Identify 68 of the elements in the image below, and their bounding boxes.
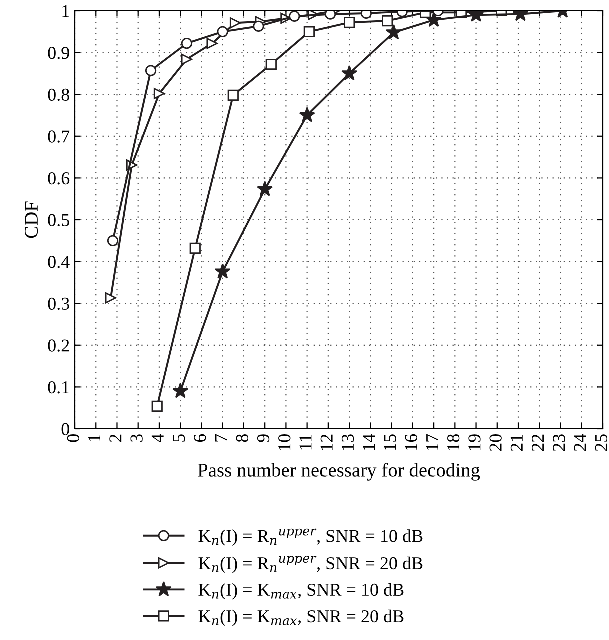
x-tick-label: 0 [67,434,80,442]
point [145,65,157,76]
y-tick-label: 0.6 [48,172,70,185]
x-tick-label: 21 [510,434,523,452]
x-tick-label: 18 [447,434,460,450]
x-tick-label: 1 [88,434,100,442]
y-tick-label: 0.7 [48,130,70,143]
point [181,38,192,50]
x-tick-label: 11 [300,434,312,450]
x-tick-label: 22 [532,434,544,452]
legend-label: K$_{n}$(I) = R$_{n}$$^{upper}$, SNR = 10 dB [198,528,423,546]
x-tick-label: 2 [110,434,122,442]
point [230,18,242,29]
y-tick-label: 0.1 [48,381,70,394]
point [152,400,163,412]
point [181,54,192,66]
x-tick-label: 23 [553,434,566,452]
x-tick-label: 6 [194,434,206,442]
x-tick-label: 19 [468,434,481,450]
point [342,65,358,81]
y-tick-label: 0.8 [48,88,70,102]
legend-label: K$_{n}$(I) = K$_{max}$, SNR = 20 dB [198,610,404,626]
point [172,383,189,398]
y-tick-label: 0.4 [48,256,70,268]
point [217,26,228,38]
x-tick-label: 17 [426,434,438,450]
x-tick-label: 9 [257,434,270,442]
point [289,11,300,22]
point [253,20,264,32]
x-tick-label: 16 [405,434,418,450]
legend-label: K$_{n}$(I) = R$_{n}$$^{upper}$, SNR = 20 dB [198,556,423,574]
point [382,15,394,27]
x-tick-label: 5 [173,434,186,442]
point [257,181,274,196]
point [228,90,239,101]
point [324,11,336,20]
point [154,88,166,100]
y-tick-label: 0.9 [48,47,70,60]
point [344,17,356,28]
x-tick-label: 24 [574,434,586,452]
point [299,107,316,122]
x-tick-label: 3 [130,434,143,442]
point [304,26,315,38]
x-tick-label: 25 [595,434,608,452]
y-tick-label: 0.3 [48,298,70,310]
point [190,242,201,254]
point [214,264,231,279]
x-axis-title: Pass number necessary for decoding [198,463,480,481]
x-tick-label: 15 [384,434,396,450]
x-tick-label: 8 [236,434,248,442]
x-tick-label: 14 [363,434,376,450]
x-tick-label: 7 [215,434,228,442]
x-tick-label: 20 [490,434,502,452]
y-tick-label: 0.2 [48,340,70,352]
x-tick-label: 13 [342,434,354,450]
point [206,38,218,50]
point [386,24,402,40]
y-axis-title: CDF [24,202,38,238]
x-tick-label: 10 [278,434,291,450]
point [105,292,116,304]
y-tick-label: 1 [62,5,70,18]
point [426,12,442,28]
point [266,58,277,70]
x-tick-label: 4 [152,434,164,443]
y-tick-label: 0.5 [48,214,70,227]
legend-label: K$_{n}$(I) = K$_{max}$, SNR = 10 dB [198,583,404,600]
x-tick-label: 12 [320,434,333,450]
point [107,235,119,246]
